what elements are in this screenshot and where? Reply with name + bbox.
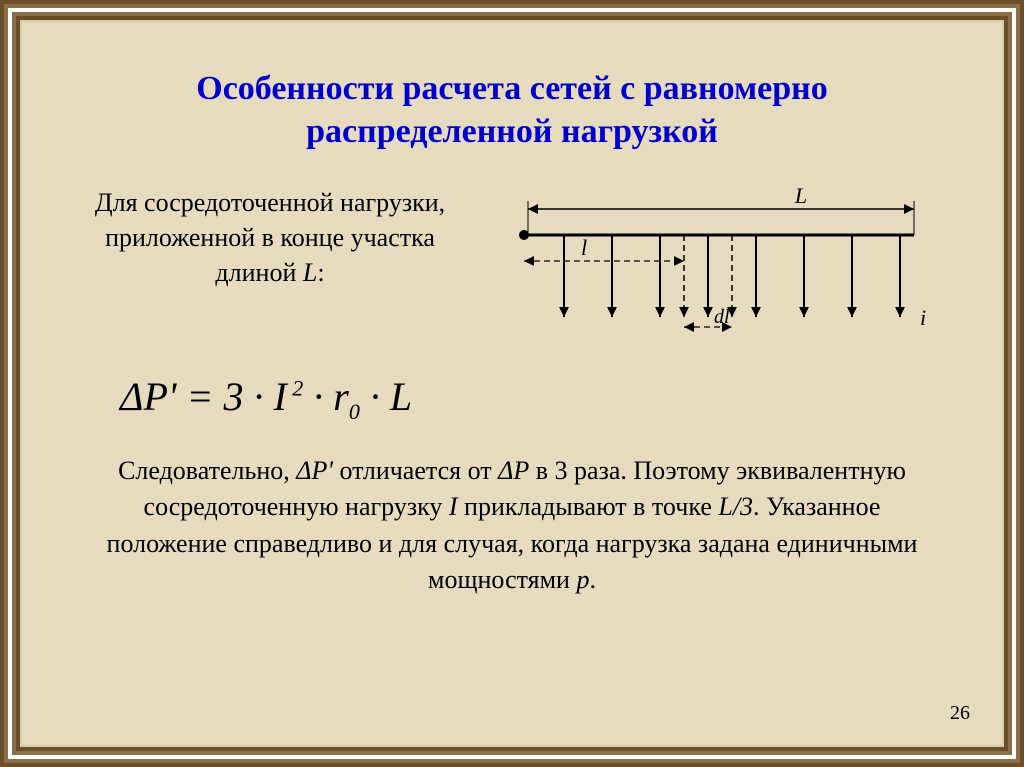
body-text: Следовательно, ΔP' отличается от ΔP в 3 … [80, 453, 944, 599]
bt-4: прикладывают в точке [458, 492, 719, 521]
intro-row: Для сосредоточенной нагрузки, приложенно… [80, 185, 944, 345]
svg-text:l: l [581, 235, 587, 260]
intro-L: L [303, 258, 317, 287]
intro-colon: : [317, 258, 324, 287]
bt-6: . [589, 565, 596, 594]
bt-dP2: ΔP [498, 456, 529, 485]
bt-L3: L/3 [718, 492, 753, 521]
formula: ΔP' = 3 · I 2 · r0 · L [120, 373, 944, 425]
bt-1: Следовательно, [118, 456, 296, 485]
svg-text:dl: dl [714, 306, 730, 328]
bt-2: отличается от [333, 456, 498, 485]
intro-main: Для сосредоточенной нагрузки, приложенно… [95, 188, 445, 287]
mid-frame: Особенности расчета сетей с равномерно р… [8, 8, 1016, 759]
svg-text:L: L [794, 185, 807, 208]
diagram-container: Ll dl i [484, 185, 944, 345]
bt-dP1: ΔP' [296, 456, 333, 485]
slide-content: Особенности расчета сетей с равномерно р… [20, 20, 1004, 747]
svg-text:i: i [920, 305, 926, 330]
outer-frame: Особенности расчета сетей с равномерно р… [0, 0, 1024, 767]
title-line-1: Особенности расчета сетей с равномерно [196, 70, 827, 107]
slide-frame: Особенности расчета сетей с равномерно р… [16, 16, 1008, 751]
load-diagram: Ll dl i [494, 185, 934, 345]
bt-I: I [449, 492, 458, 521]
intro-text: Для сосредоточенной нагрузки, приложенно… [80, 185, 460, 290]
page-number: 26 [950, 702, 970, 725]
title-line-2: распределенной нагрузкой [306, 113, 718, 150]
slide-title: Особенности расчета сетей с равномерно р… [80, 68, 944, 153]
bt-p: p [576, 565, 589, 594]
